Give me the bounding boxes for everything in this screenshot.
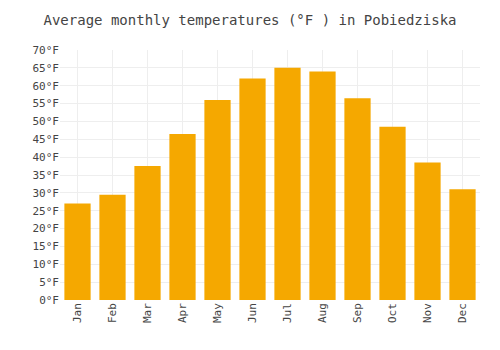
svg-text:Feb: Feb <box>106 303 119 323</box>
svg-text:Dec: Dec <box>456 303 469 323</box>
svg-text:May: May <box>211 303 224 323</box>
svg-text:Oct: Oct <box>386 303 399 323</box>
svg-text:60°F: 60°F <box>33 80 60 93</box>
svg-text:35°F: 35°F <box>33 169 60 182</box>
svg-text:Average monthly temperatures (: Average monthly temperatures (°F ) in Po… <box>43 12 456 28</box>
svg-text:0°F: 0°F <box>39 294 59 307</box>
svg-text:Aug: Aug <box>316 303 329 323</box>
svg-text:Jan: Jan <box>71 303 84 323</box>
svg-text:Jun: Jun <box>246 303 259 323</box>
svg-text:40°F: 40°F <box>33 151 60 164</box>
svg-text:Sep: Sep <box>351 303 364 323</box>
svg-text:10°F: 10°F <box>33 258 60 271</box>
svg-text:20°F: 20°F <box>33 222 60 235</box>
svg-text:5°F: 5°F <box>39 276 59 289</box>
svg-text:70°F: 70°F <box>33 44 60 57</box>
svg-text:50°F: 50°F <box>33 115 60 128</box>
svg-text:Nov: Nov <box>421 303 434 323</box>
svg-text:55°F: 55°F <box>33 97 60 110</box>
svg-text:45°F: 45°F <box>33 133 60 146</box>
svg-text:30°F: 30°F <box>33 187 60 200</box>
svg-text:25°F: 25°F <box>33 205 60 218</box>
svg-text:Apr: Apr <box>176 303 189 323</box>
svg-text:Mar: Mar <box>141 303 154 323</box>
svg-text:Jul: Jul <box>281 303 294 323</box>
svg-text:15°F: 15°F <box>33 240 60 253</box>
svg-text:65°F: 65°F <box>33 62 60 75</box>
